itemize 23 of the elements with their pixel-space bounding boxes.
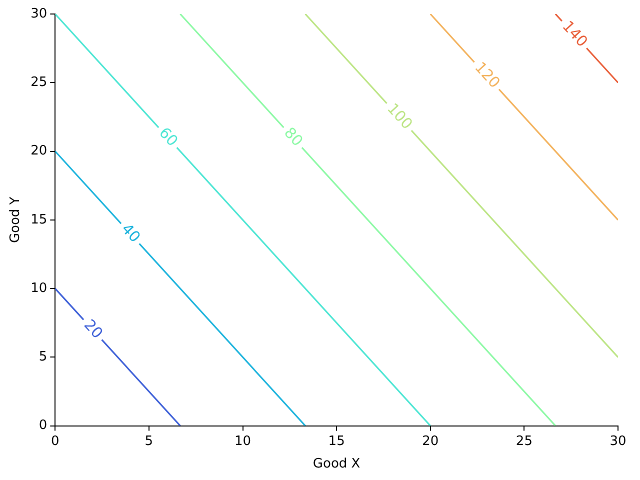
- x-tick-label: 25: [516, 434, 532, 449]
- text: 40: [118, 220, 144, 246]
- y-tick-label: 30: [30, 6, 48, 22]
- y-tick-label: 0: [38, 418, 48, 434]
- y-tick-label: 10: [30, 280, 48, 296]
- x-tick-label: 30: [610, 434, 626, 449]
- text: 60: [155, 124, 182, 150]
- y-tick-label: 25: [30, 75, 48, 90]
- x-tick-label: 5: [144, 434, 154, 449]
- y-axis-title: Good Y: [8, 196, 24, 244]
- text: 80: [280, 124, 307, 150]
- y-tick-label: 20: [30, 144, 48, 159]
- text: 120: [471, 58, 504, 92]
- x-axis-title: Good X: [312, 456, 360, 472]
- text: 20: [80, 316, 107, 342]
- x-tick-label: 15: [328, 434, 345, 449]
- y-tick-label: 15: [30, 212, 48, 228]
- x-tick-label: 20: [422, 434, 439, 449]
- text: 100: [384, 100, 416, 133]
- x-tick-label: 0: [51, 434, 60, 449]
- y-tick-label: 5: [38, 350, 48, 365]
- text: 140: [558, 17, 592, 50]
- x-tick-label: 10: [234, 434, 252, 449]
